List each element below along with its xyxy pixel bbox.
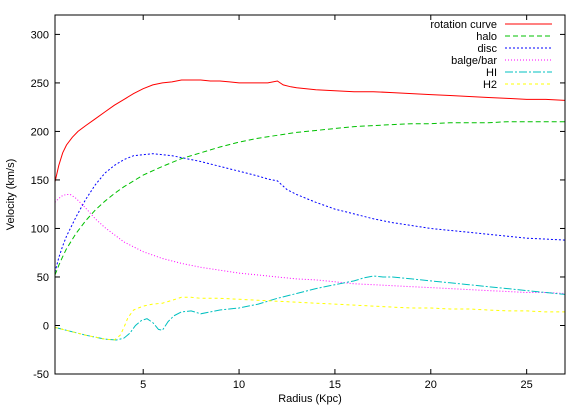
legend-label: disc: [477, 43, 497, 55]
y-tick-label: 100: [31, 223, 49, 235]
plot-frame: [54, 14, 566, 375]
series-line-5: [55, 296, 565, 341]
series-line-2: [55, 153, 565, 273]
legend-label: HI: [486, 67, 497, 79]
y-axis-label: Velocity (km/s): [5, 159, 17, 231]
y-tick-label: 50: [37, 272, 49, 284]
legend-label: balge/bar: [451, 55, 497, 67]
x-tick-label: 10: [233, 379, 245, 391]
x-tick-label: 20: [425, 379, 437, 391]
x-tick-label: 15: [329, 379, 341, 391]
series-layer: [55, 79, 565, 341]
y-tick-label: 150: [31, 175, 49, 187]
y-tick-label: 250: [31, 78, 49, 90]
series-line-3: [55, 194, 565, 294]
series-line-1: [55, 121, 565, 276]
series-line-4: [55, 275, 565, 341]
series-line-0: [55, 79, 565, 183]
y-tick-label: 200: [31, 126, 49, 138]
x-tick-label: 25: [521, 379, 533, 391]
x-axis-label: Radius (Kpc): [278, 393, 342, 405]
legend-label: halo: [476, 31, 497, 43]
y-tick-label: 0: [43, 320, 49, 332]
ticks-layer: 5 10 15 20 25 -50 0 50 100 150 200 250 300: [31, 15, 565, 391]
x-tick-label: 5: [140, 379, 146, 391]
legend-label: rotation curve: [430, 19, 497, 31]
legend-label: H2: [483, 79, 497, 91]
y-tick-label: -50: [33, 369, 49, 381]
y-tick-label: 300: [31, 29, 49, 41]
